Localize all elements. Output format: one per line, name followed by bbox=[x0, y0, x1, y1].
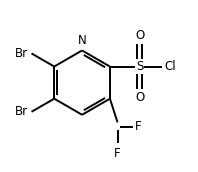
Text: O: O bbox=[135, 29, 144, 42]
Text: Br: Br bbox=[15, 47, 28, 60]
Text: O: O bbox=[135, 91, 144, 104]
Text: F: F bbox=[114, 147, 121, 160]
Text: N: N bbox=[78, 34, 87, 47]
Text: S: S bbox=[136, 60, 143, 73]
Text: Br: Br bbox=[15, 105, 28, 118]
Text: F: F bbox=[135, 120, 142, 133]
Text: Cl: Cl bbox=[164, 60, 176, 73]
